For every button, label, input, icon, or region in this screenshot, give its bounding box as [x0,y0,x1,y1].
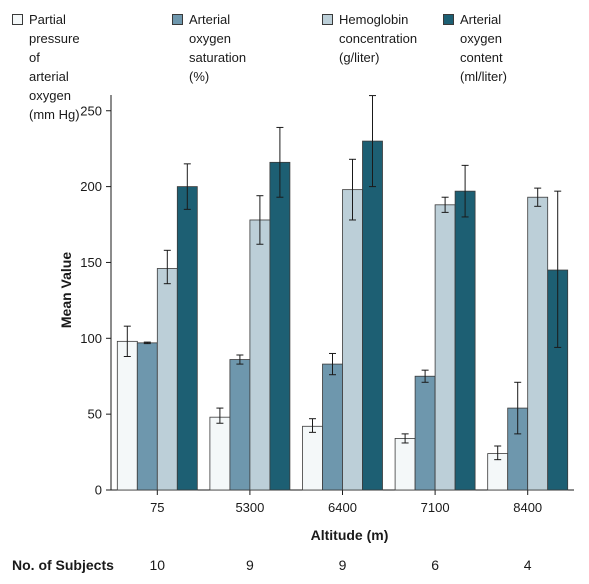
subjects-count: 9 [338,557,347,573]
x-tick-label: 75 [150,500,164,515]
legend-swatch-oxygen-saturation [172,14,183,25]
bar [302,425,323,491]
x-tick-label: 8400 [513,500,542,515]
y-tick-label: 100 [80,331,102,346]
bar [136,342,158,491]
bar [527,196,549,491]
bar [229,359,251,491]
bar [394,438,416,491]
subjects-count: 9 [245,557,254,573]
bar [116,340,138,491]
subjects-count: 10 [149,557,166,573]
y-axis-title: Mean Value [58,252,74,328]
y-tick-label: 0 [95,483,102,498]
y-tick-label: 200 [80,179,102,194]
bar [362,140,383,491]
bar [414,375,436,491]
y-tick-label: 50 [88,407,102,422]
x-tick-label: 7100 [421,500,450,515]
y-tick-label: 150 [80,255,102,270]
subjects-label: No. of Subjects [12,557,114,573]
legend-swatch-partial-pressure [12,14,23,25]
bar [454,190,476,491]
legend-label-oxygen-content: Arterial oxygen content (ml/liter) [460,12,507,84]
bar [269,161,291,491]
x-tick-label: 6400 [328,500,357,515]
x-tick-label: 5300 [235,500,264,515]
legend-swatch-oxygen-content [443,14,454,25]
legend: Partial pressure of arterial oxygen (mm … [12,10,587,122]
x-axis-title: Altitude (m) [311,527,389,543]
legend-swatch-hemoglobin [322,14,333,25]
bar [434,204,456,491]
legend-label-partial-pressure: Partial pressure of arterial oxygen (mm … [29,12,80,122]
subjects-count: 6 [431,557,439,573]
y-tick-label: 250 [80,103,102,118]
legend-label-hemoglobin: Hemoglobin concentration (g/liter) [339,12,418,65]
bar [249,219,271,491]
bar [342,189,363,491]
legend-label-oxygen-saturation: Arterial oxygen saturation (%) [189,12,247,84]
bar [156,268,178,491]
bar [322,363,343,491]
bar [176,186,198,491]
bar [209,416,231,491]
subjects-count: 4 [523,557,532,573]
